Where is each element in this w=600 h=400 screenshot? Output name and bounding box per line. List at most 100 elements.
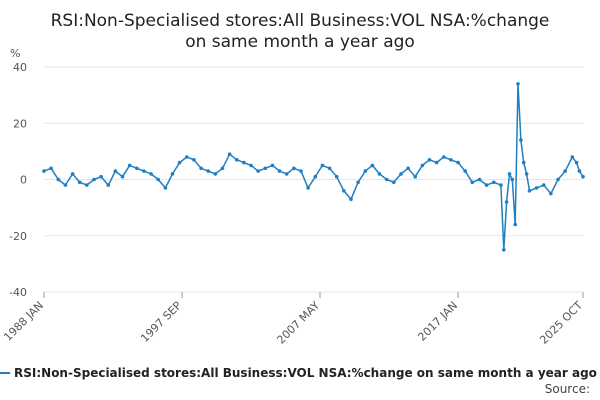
data-point-0-39	[320, 163, 325, 168]
data-point-0-56	[442, 155, 446, 159]
data-point-0-5	[77, 180, 82, 185]
data-point-0-42	[342, 189, 346, 193]
data-point-0-41	[334, 174, 339, 179]
data-point-0-51	[406, 166, 410, 171]
data-point-0-68	[510, 177, 515, 182]
data-point-0-32	[270, 163, 275, 168]
data-point-0-67	[507, 172, 512, 176]
data-point-0-20	[185, 155, 189, 159]
data-point-0-63	[492, 180, 496, 185]
data-point-0-75	[534, 186, 539, 190]
data-point-0-78	[556, 177, 560, 182]
data-point-0-40	[327, 166, 332, 171]
x-tick-label-3: 2017 JAN	[415, 299, 460, 344]
data-point-0-2	[56, 177, 61, 182]
x-tick-label-2: 2007 MAY	[274, 299, 322, 347]
data-point-0-61	[477, 177, 482, 182]
series-layer	[42, 82, 585, 252]
data-point-0-65	[502, 248, 506, 252]
data-point-0-43	[349, 197, 353, 201]
data-point-0-28	[242, 160, 246, 165]
data-point-0-70	[516, 82, 520, 86]
x-tick-label-4: 2025 OCT	[537, 299, 585, 347]
data-point-0-11	[120, 174, 125, 179]
data-point-0-79	[563, 169, 567, 173]
data-point-0-34	[284, 172, 289, 176]
data-point-0-9	[106, 183, 111, 187]
data-point-0-30	[256, 169, 261, 173]
data-point-0-58	[456, 160, 460, 165]
data-point-0-64	[499, 183, 503, 187]
legend: RSI:Non-Specialised stores:All Business:…	[0, 366, 597, 380]
chart-title-line-1: RSI:Non-Specialised stores:All Business:…	[51, 11, 550, 31]
data-point-0-76	[541, 183, 546, 187]
source-label: Source:	[545, 382, 590, 396]
data-point-0-52	[413, 174, 418, 179]
chart-title-line-2: on same month a year ago	[185, 32, 415, 52]
data-point-0-24	[213, 172, 218, 176]
data-point-0-25	[220, 166, 225, 171]
data-point-0-27	[235, 158, 239, 162]
data-point-0-18	[170, 172, 175, 176]
data-point-0-0	[42, 169, 46, 173]
data-point-0-74	[527, 189, 532, 193]
data-point-0-37	[306, 186, 310, 190]
data-point-0-53	[420, 163, 425, 168]
data-point-0-15	[149, 172, 153, 176]
data-point-0-10	[113, 169, 118, 173]
data-point-0-82	[577, 169, 582, 173]
data-point-0-7	[92, 177, 96, 182]
y-tick-label-3: -20	[9, 230, 27, 243]
y-tick-label-0: 40	[13, 61, 27, 74]
data-point-0-50	[399, 172, 403, 176]
data-point-0-12	[127, 163, 132, 168]
y-axis-label: %	[10, 47, 20, 60]
data-point-0-55	[434, 160, 439, 165]
data-point-0-80	[570, 155, 575, 159]
data-point-0-1	[49, 166, 53, 171]
y-tick-label-4: -40	[9, 286, 27, 299]
legend-label: RSI:Non-Specialised stores:All Business:…	[14, 366, 597, 380]
x-tick-label-0: 1988 JAN	[1, 299, 46, 344]
data-point-0-57	[449, 158, 453, 162]
y-tick-label-1: 20	[13, 117, 27, 130]
data-point-0-23	[206, 169, 210, 173]
x-tick-label-1: 1997 SEP	[138, 299, 184, 345]
data-point-0-47	[377, 172, 382, 176]
data-point-0-13	[135, 166, 139, 171]
data-point-0-4	[70, 172, 75, 176]
data-point-0-72	[521, 160, 526, 165]
data-point-0-19	[177, 160, 182, 165]
data-point-0-48	[384, 177, 389, 182]
data-point-0-8	[99, 174, 103, 179]
data-point-0-81	[574, 160, 579, 165]
data-point-0-62	[484, 183, 489, 187]
data-point-0-54	[427, 158, 432, 162]
data-point-0-16	[156, 177, 160, 182]
data-point-0-6	[85, 183, 89, 187]
data-point-0-83	[581, 174, 585, 179]
data-point-0-49	[392, 180, 396, 185]
series-line-0	[43, 83, 584, 251]
data-point-0-26	[227, 152, 232, 156]
data-point-0-36	[299, 169, 303, 173]
data-point-0-73	[524, 172, 529, 176]
data-point-0-29	[249, 163, 253, 168]
data-point-0-35	[292, 166, 296, 171]
data-point-0-44	[356, 180, 360, 185]
data-point-0-14	[142, 169, 146, 173]
data-point-0-46	[370, 163, 375, 168]
data-point-0-66	[504, 200, 509, 204]
data-point-0-22	[199, 166, 203, 171]
y-tick-label-2: 0	[20, 174, 27, 187]
data-point-0-38	[313, 174, 318, 179]
x-tick-labels: 1988 JAN 1997 SEP 2007 MAY 2017 JAN 2025 OCT	[1, 292, 585, 347]
data-point-0-45	[363, 169, 368, 173]
data-point-0-21	[192, 158, 196, 162]
data-point-0-17	[163, 186, 168, 190]
data-point-0-59	[463, 169, 468, 173]
data-point-0-33	[277, 169, 282, 173]
data-point-0-69	[513, 222, 517, 227]
data-point-0-60	[470, 180, 475, 185]
